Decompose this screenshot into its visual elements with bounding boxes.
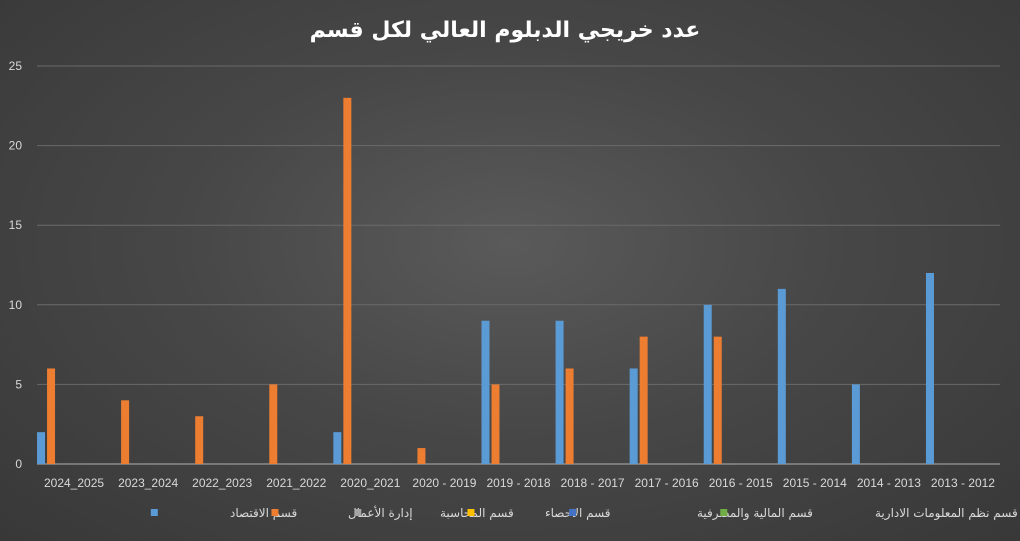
bars [37,97,934,464]
bar-1 [851,384,860,464]
bar-1 [481,320,490,464]
y-tick-label: 0 [15,457,22,471]
legend-label: قسم المحاسبة [440,506,514,520]
x-tick-label: 2022_2023 [192,476,252,490]
x-tick-label: 2020_2021 [340,476,400,490]
legend-swatch [150,509,158,516]
y-tick-label: 10 [9,298,23,312]
bar-2 [565,368,574,464]
legend-label: قسم نظم المعلومات الادارية [875,506,1018,521]
bar-1 [555,320,564,464]
bar-1 [333,432,342,464]
legend-swatch [354,509,362,516]
bar-2 [343,97,352,464]
x-tick-label: 2015 - 2014 [783,476,847,490]
y-tick-label: 15 [9,218,23,232]
x-tick-label: 2024_2025 [44,476,104,490]
legend-label: قسم المالية والمصرفية [697,506,813,521]
legend-label: قسم الاقتصاد [230,506,297,520]
chart-title: عدد خريجي الدبلوم العالي لكل قسم [310,18,701,43]
legend-label: إدارة الأعمال [348,505,413,521]
legend-swatch [720,509,728,516]
x-tick-label: 2023_2024 [118,476,178,490]
legend-swatch [467,509,475,516]
bar-1 [777,288,786,464]
x-tick-label: 2019 - 2018 [486,476,550,490]
bar-1 [629,368,638,464]
x-tick-label: 2018 - 2017 [561,476,625,490]
x-tick-label: 2021_2022 [266,476,326,490]
bar-2 [639,336,648,464]
x-tick-label: 2016 - 2015 [709,476,773,490]
bar-2 [713,336,722,464]
bar-1 [925,272,934,464]
bar-2 [121,400,130,464]
x-axis-ticks: 2024_2025 2023_2024 2022_2023 2021_2022 2020… [44,476,995,490]
legend-label: قسم الاحصاء [545,506,611,520]
x-tick-label: 2014 - 2013 [857,476,921,490]
x-tick-label: 2013 - 2012 [931,476,995,490]
bar-2 [269,384,278,464]
x-tick-label: 2020 - 2019 [412,476,476,490]
x-tick-label: 2017 - 2016 [635,476,699,490]
y-tick-label: 25 [9,59,23,73]
y-tick-label: 20 [9,139,23,153]
y-tick-label: 5 [15,377,22,391]
bar-2 [47,368,56,464]
bar-2 [491,384,500,464]
bar-1 [37,432,46,464]
bar-2 [417,448,426,464]
legend: قسم الاقتصاد إدارة الأعمال قسم المحاسبة قسم… [150,505,1018,521]
legend-swatch [271,509,279,516]
legend-swatch [569,509,577,516]
bar-1 [703,304,712,464]
bar-2 [195,416,204,464]
y-axis-ticks: 0 5 10 15 20 25 [9,59,23,471]
